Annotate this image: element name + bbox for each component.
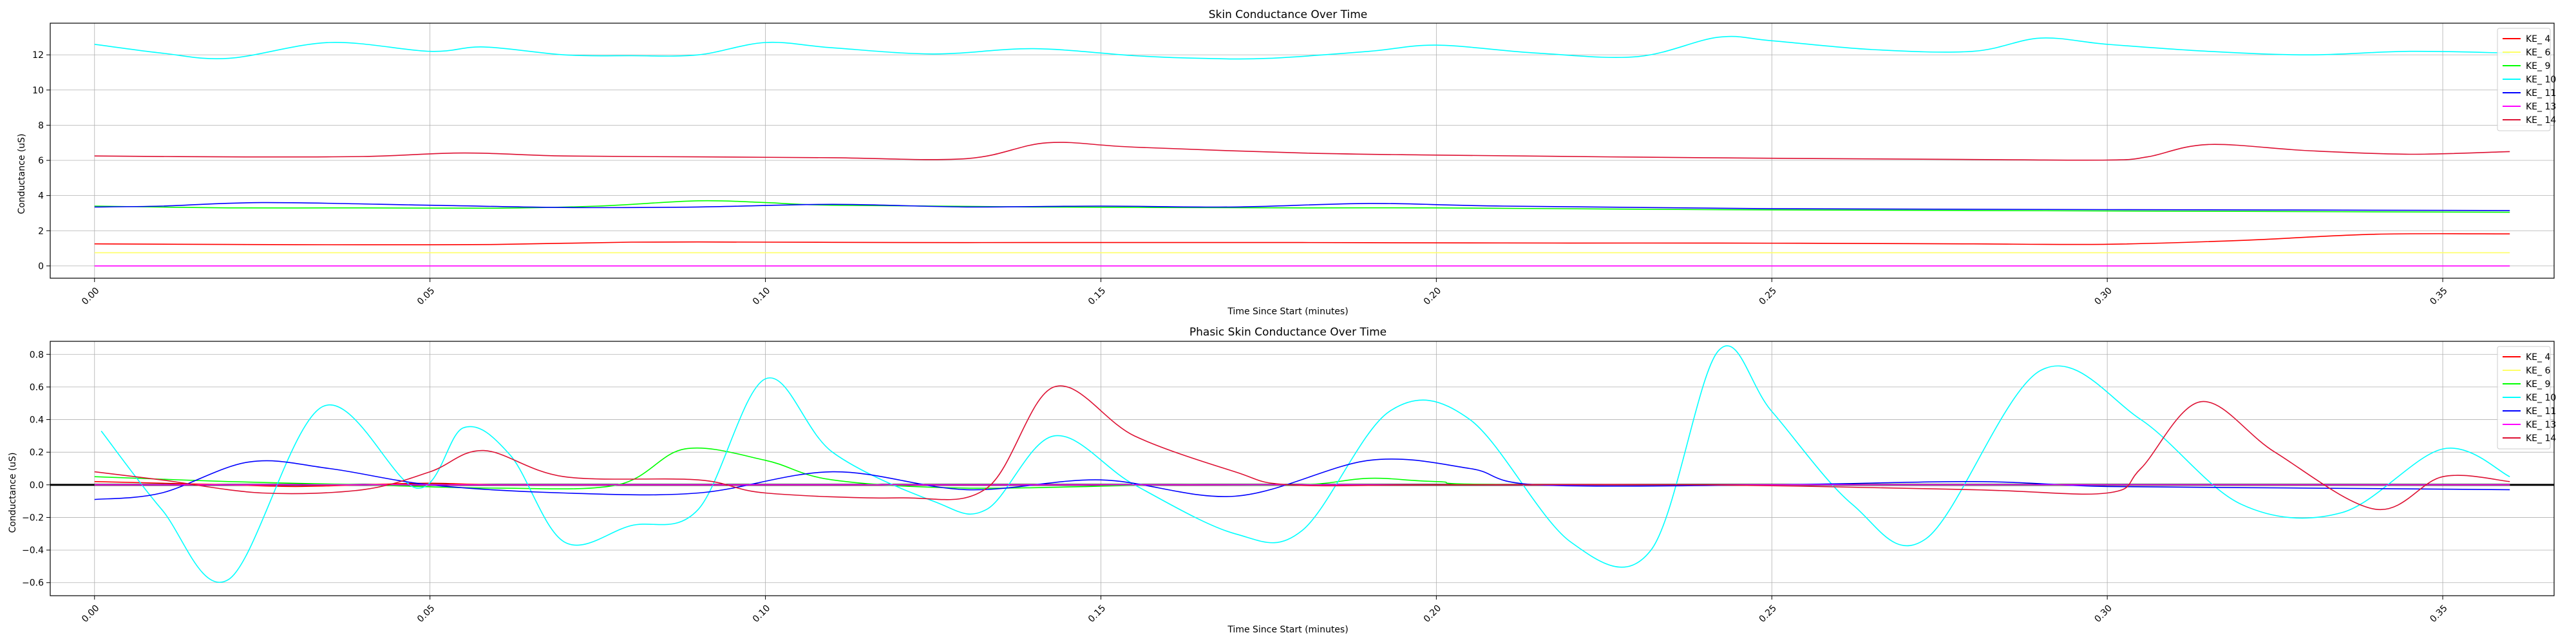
y-tick-label: −0.4: [22, 545, 44, 556]
series-group: [50, 345, 2554, 583]
legend: KE_ 4 KE_ 6 KE_ 9 KE_ 10 KE_ 11 KE_ 13 KE_ 14: [2497, 346, 2556, 450]
y-tick-label: −0.2: [22, 513, 44, 523]
x-tick-label: 0.25: [1757, 285, 1779, 307]
x-tick-label: 0.00: [80, 603, 101, 624]
x-tick-label: 0.20: [1422, 603, 1443, 624]
series-line-ke-10: [94, 35, 2510, 60]
y-axis-label: Conductance (uS): [17, 133, 27, 214]
axes-frame: [50, 341, 2555, 596]
legend: KE_ 4 KE_ 6 KE_ 9 KE_ 10 KE_ 11 KE_ 13 KE_ 14: [2497, 28, 2556, 131]
y-tick-label: 4: [38, 191, 44, 202]
legend-label: KE_ 6: [2526, 366, 2550, 376]
series-line-ke-14: [94, 142, 2510, 161]
legend-label: KE_ 14: [2526, 433, 2556, 444]
x-tick-label: 0.30: [2093, 285, 2114, 307]
grid: [50, 341, 2554, 596]
y-tick-label: 2: [38, 226, 44, 236]
y-tick-label: −0.6: [22, 578, 44, 589]
x-tick-label: 0.00: [80, 285, 101, 307]
legend-label: KE_ 10: [2526, 75, 2556, 85]
axes-frame: [50, 23, 2555, 279]
y-tick-label: 0: [38, 261, 44, 272]
y-tick-label: 10: [32, 86, 44, 96]
x-axis-label: Time Since Start (minutes): [1227, 625, 1348, 635]
axes: 0.00 0.05 0.10 0.15 0.20 0.25 0.30 0.35 0 2 4 6 8 10 1…: [32, 23, 2555, 307]
x-tick-label: 0.35: [2428, 603, 2449, 624]
phasic-skin-conductance-panel: Phasic Skin Conductance Over Time Time S…: [8, 326, 2556, 635]
grid: [50, 23, 2554, 278]
legend-box: [2497, 28, 2551, 131]
x-tick-label: 0.05: [415, 603, 437, 624]
legend-label: KE_ 11: [2526, 88, 2556, 99]
legend-label: KE_ 13: [2526, 102, 2556, 112]
x-tick-label: 0.25: [1757, 603, 1779, 624]
legend-label: KE_ 4: [2526, 352, 2550, 363]
y-tick-label: 0.4: [30, 415, 44, 426]
y-axis-label: Conductance (uS): [8, 452, 18, 533]
x-tick-label: 0.15: [1086, 603, 1108, 624]
series-line-ke-4: [94, 233, 2510, 245]
x-tick-label: 0.20: [1422, 285, 1443, 307]
x-tick-label: 0.35: [2428, 285, 2449, 307]
y-tick-label: 12: [32, 50, 44, 61]
series-line-ke-9: [94, 447, 2510, 489]
y-tick-label: 0.6: [30, 383, 44, 393]
y-tick-label: 8: [38, 120, 44, 131]
legend-label: KE_ 13: [2526, 420, 2556, 430]
legend-label: KE_ 9: [2526, 379, 2550, 390]
skin-conductance-panel: Skin Conductance Over Time Time Since St…: [17, 8, 2556, 317]
legend-label: KE_ 6: [2526, 48, 2550, 58]
legend-label: KE_ 11: [2526, 406, 2556, 417]
series-group: [94, 35, 2510, 267]
x-tick-label: 0.10: [751, 603, 772, 624]
y-tick-label: 6: [38, 156, 44, 166]
legend-box: [2497, 346, 2551, 450]
x-tick-label: 0.30: [2093, 603, 2114, 624]
legend-label: KE_ 10: [2526, 393, 2556, 403]
x-tick-label: 0.10: [751, 285, 772, 307]
series-line-ke-14: [94, 385, 2510, 511]
y-tick-label: 0.8: [30, 350, 44, 360]
x-axis-label: Time Since Start (minutes): [1227, 307, 1348, 317]
x-tick-label: 0.15: [1086, 285, 1108, 307]
chart-title: Skin Conductance Over Time: [1209, 8, 1367, 21]
series-line-ke-11: [94, 202, 2510, 211]
series-line-ke-9: [94, 200, 2510, 213]
x-tick-label: 0.05: [415, 285, 437, 307]
chart-title: Phasic Skin Conductance Over Time: [1189, 326, 1387, 339]
series-line-ke-10: [100, 345, 2510, 583]
series-line-ke-11: [94, 459, 2510, 500]
legend-label: KE_ 9: [2526, 61, 2550, 71]
axes: 0.00 0.05 0.10 0.15 0.20 0.25 0.30 0.35 −0.6 −0.4…: [22, 341, 2555, 625]
y-tick-label: 0.0: [30, 480, 44, 491]
legend-label: KE_ 14: [2526, 115, 2556, 126]
y-tick-label: 0.2: [30, 448, 44, 458]
legend-label: KE_ 4: [2526, 34, 2550, 44]
